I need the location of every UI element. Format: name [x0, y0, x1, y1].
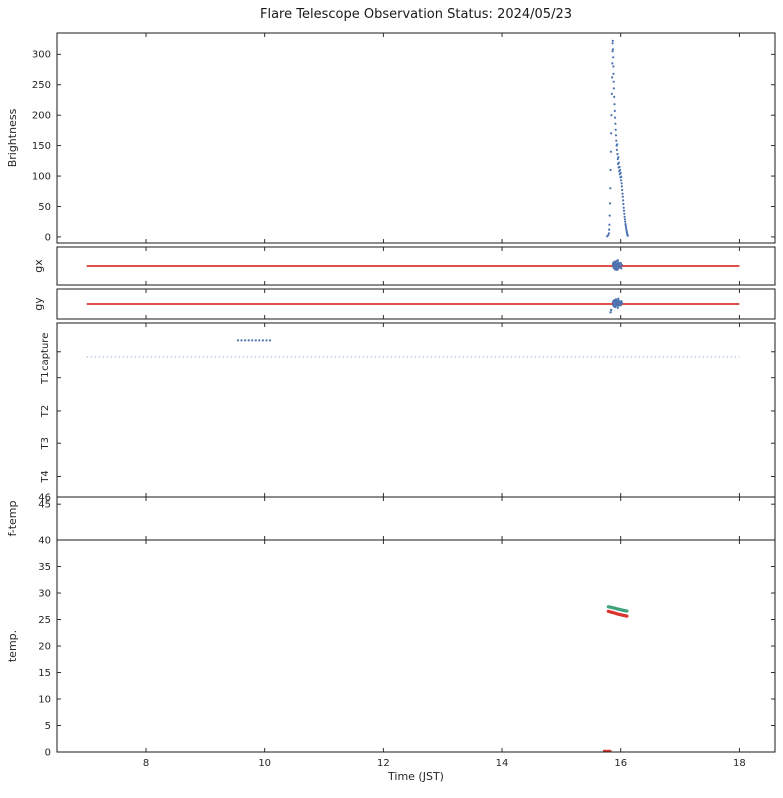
y-tick-label: 250: [32, 80, 51, 91]
series-temp-sensor-red: [606, 609, 629, 618]
x-tick-label: 10: [258, 758, 271, 769]
series-gx-guide-scatter: [611, 259, 624, 271]
y-tick-label: 50: [38, 202, 51, 213]
y-tick-label: 45: [38, 500, 51, 511]
y-tick-label: T1: [40, 371, 51, 384]
x-tick-label: 16: [614, 758, 627, 769]
x-tick-label: 14: [496, 758, 509, 769]
y-tick-label: 40: [38, 535, 51, 546]
y-tick-label: T2: [40, 405, 51, 418]
y-tick-label: 10: [38, 694, 51, 705]
y-tick-label: 15: [38, 668, 51, 679]
y-axis-label: gx: [32, 259, 45, 273]
y-tick-label: T4: [40, 470, 51, 483]
y-axis-label: f-temp: [6, 500, 19, 536]
y-tick-label: 5: [45, 721, 51, 732]
y-tick-label: T3: [40, 437, 51, 450]
y-tick-label: 100: [32, 171, 51, 182]
y-tick-label: 35: [38, 562, 51, 573]
y-tick-label: 150: [32, 141, 51, 152]
y-axis-label: temp.: [6, 630, 19, 662]
y-tick-label: 200: [32, 111, 51, 122]
series-temp-sensor-green: [606, 605, 629, 613]
series-flare-brightness: [606, 39, 629, 238]
y-tick-label: 300: [32, 50, 51, 61]
y-tick-label: 30: [38, 588, 51, 599]
series-temp-baseline-red: [602, 749, 612, 752]
x-axis-tick-labels: 8 10 12 14 16 18: [143, 758, 746, 769]
series-status-capture-dots: [236, 339, 272, 342]
y-tick-label: 0: [45, 232, 51, 243]
y-tick-label: 25: [38, 615, 51, 626]
y-axis-label: Brightness: [6, 108, 19, 167]
x-tick-label: 12: [377, 758, 390, 769]
y-axis-label: gy: [32, 297, 45, 311]
panel-brightness: 0 50 100 150 200 250 300 Brightness: [6, 32, 776, 244]
y-tick-label: capture: [40, 333, 51, 371]
x-tick-label: 18: [733, 758, 746, 769]
y-tick-label: 46: [38, 492, 51, 503]
y-tick-label: 20: [38, 641, 51, 652]
y-tick-label: 0: [45, 747, 51, 758]
x-axis-label: Time (JST): [388, 770, 444, 783]
chart-title: Flare Telescope Observation Status: 2024…: [260, 7, 572, 22]
panel-gy: gy: [32, 288, 776, 320]
panel-gx: gx: [32, 246, 776, 286]
x-tick-label: 8: [143, 758, 149, 769]
series-gy-guide-scatter: [609, 297, 624, 314]
panel-temp: 0 5 10 15 20 25 30 35 temp.: [6, 539, 776, 758]
